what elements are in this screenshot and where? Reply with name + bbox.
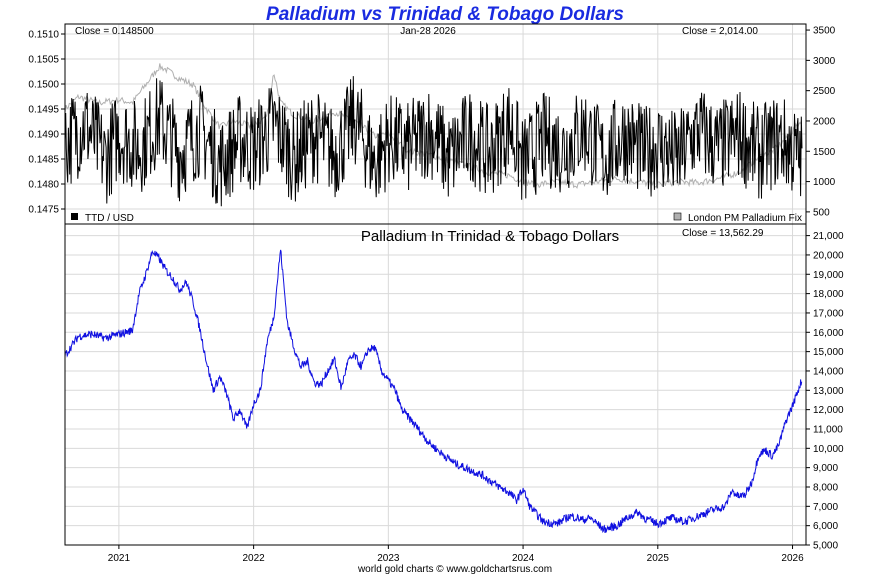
top-panel-grid [65,24,806,224]
tick-label: 0.1475 [28,205,59,216]
bottom-right-axis: 5,000 6,000 7,000 8,000 9,000 10,000 11,000 12,… [806,231,844,552]
tick-label: 2022 [242,553,265,564]
tick-label: 1000 [813,177,836,188]
tick-label: 20,000 [813,250,844,261]
footer-credit: world gold charts © www.goldchartsrus.co… [357,564,552,575]
tick-label: 0.1490 [28,130,59,141]
bottom-panel-grid [65,224,806,546]
tick-label: 3500 [813,26,836,37]
top-date: Jan-28 2026 [400,26,456,37]
bottom-panel-title: Palladium In Trinidad & Tobago Dollars [361,228,619,245]
tick-label: 8,000 [813,482,838,493]
tick-label: 0.1510 [28,30,59,41]
palladium-ttd-line [64,249,803,534]
tick-label: 500 [813,207,830,218]
tick-label: 14,000 [813,366,844,377]
tick-label: 9,000 [813,463,838,474]
tick-label: 17,000 [813,308,844,319]
tick-label: 6,000 [813,521,838,532]
tick-label: 2000 [813,116,836,127]
legend-palladium-fix: London PM Palladium Fix [688,213,802,224]
tick-label: 12,000 [813,405,844,416]
tick-label: 2500 [813,86,836,97]
tick-label: 0.1495 [28,105,59,116]
top-right-axis: 500 1000 1500 2000 2500 3000 3500 [806,26,836,218]
tick-label: 2023 [377,553,400,564]
top-close-left: Close = 0.148500 [75,26,154,37]
tick-label: 0.1500 [28,80,59,91]
bottom-panel-frame [64,223,807,546]
tick-label: 2024 [512,553,535,564]
tick-label: 18,000 [813,289,844,300]
tick-label: 2021 [108,553,131,564]
chart-title: Palladium vs Trinidad & Tobago Dollars [266,4,624,25]
tick-label: 10,000 [813,444,844,455]
tick-label: 11,000 [813,424,843,435]
tick-label: 13,000 [813,386,844,397]
tick-label: 1500 [813,147,836,158]
tick-label: 15,000 [813,347,844,358]
tick-label: 0.1485 [28,155,59,166]
tick-label: 7,000 [813,502,838,513]
tick-label: 5,000 [813,541,838,552]
tick-label: 19,000 [813,270,844,281]
legend-swatch-ttd [71,213,78,220]
tick-label: 2026 [781,553,804,564]
x-axis: 2021 2022 2023 2024 2025 2026 [108,545,804,564]
tick-label: 21,000 [813,231,844,242]
legend-ttd-usd: TTD / USD [85,213,134,224]
ttd-usd-line [64,76,803,207]
bottom-close: Close = 13,562.29 [682,228,764,239]
tick-label: 0.1480 [28,180,59,191]
legend-swatch-palladium [673,212,682,221]
tick-label: 3000 [813,56,836,67]
tick-label: 0.1505 [28,55,59,66]
tick-label: 16,000 [813,328,844,339]
top-close-right: Close = 2,014.00 [682,26,758,37]
top-left-axis: 0.1475 0.1480 0.1485 0.1490 0.1495 0.1500 0.15… [28,30,65,216]
tick-label: 2025 [647,553,670,564]
